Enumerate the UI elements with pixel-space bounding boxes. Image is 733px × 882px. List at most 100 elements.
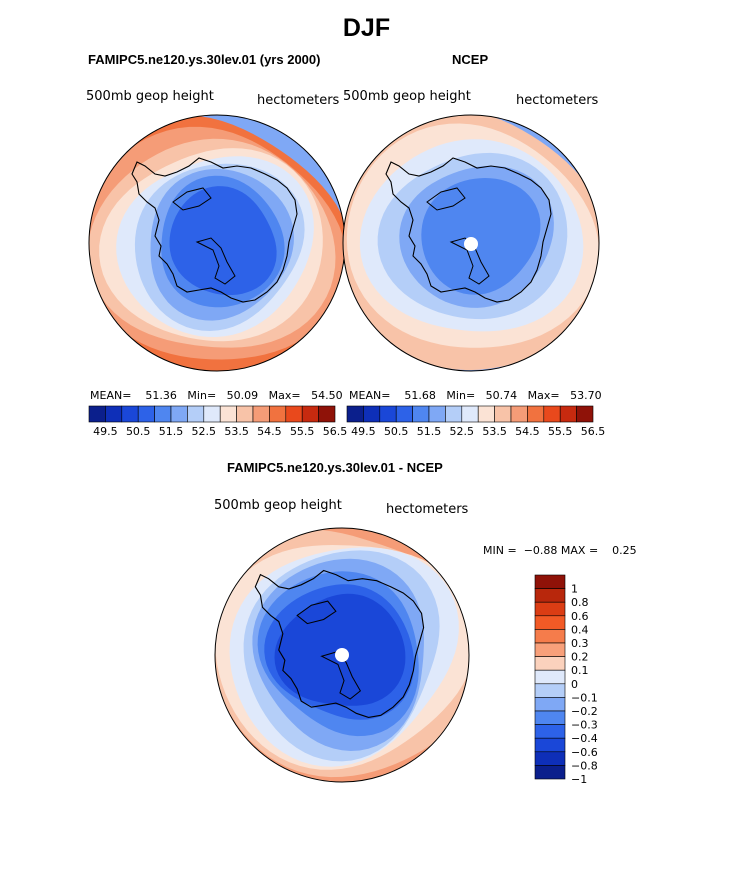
cbar2-box bbox=[379, 405, 397, 423]
cbar3-tick-label: −0.1 bbox=[571, 691, 598, 704]
cbar3-box bbox=[534, 601, 566, 617]
cbar2-box bbox=[346, 405, 364, 423]
cbar3-box bbox=[534, 765, 566, 780]
cbar3-tick-label: −0.2 bbox=[571, 705, 598, 718]
panel3-title: FAMIPC5.ne120.ys.30lev.01 - NCEP bbox=[227, 460, 443, 475]
cbar2-box bbox=[559, 405, 577, 423]
cbar3-tick-label: −0.6 bbox=[571, 746, 598, 759]
panel1-title: FAMIPC5.ne120.ys.30lev.01 (yrs 2000) bbox=[88, 52, 321, 67]
cbar2-tick-label: 52.5 bbox=[450, 425, 475, 438]
panel1-max-label: Max= bbox=[268, 389, 301, 402]
cbar3-box bbox=[534, 656, 566, 671]
cbar3-tick-label: −0.4 bbox=[571, 732, 598, 745]
cbar1-box bbox=[203, 405, 221, 423]
cbar2-tick-label: 53.5 bbox=[482, 425, 507, 438]
panel1-units-label: hectometers bbox=[257, 93, 340, 108]
panel1-min-value: 50.09 bbox=[226, 389, 259, 402]
cbar2-tick-label: 55.5 bbox=[548, 425, 573, 438]
cbar2-tick-label: 51.5 bbox=[417, 425, 442, 438]
cbar3-tick-label: −0.8 bbox=[571, 759, 598, 772]
map2-contour-band bbox=[421, 178, 541, 295]
map3-border bbox=[214, 527, 470, 783]
cbar2-box bbox=[576, 405, 594, 423]
cbar3-box bbox=[534, 642, 566, 657]
colorbar-ncep: 49.5 50.5 51.5 52.5 53.5 54.5 55.5 56.5 bbox=[346, 405, 605, 438]
panel2-field-label: 500mb geop height bbox=[343, 89, 471, 104]
cbar3-box bbox=[534, 615, 566, 630]
panel3-max-value: 0.25 bbox=[612, 544, 637, 557]
cbar3-box bbox=[534, 724, 566, 739]
cbar2-tick-label: 49.5 bbox=[351, 425, 376, 438]
cbar1-box bbox=[187, 405, 205, 423]
colorbar-model: 49.5 50.5 51.5 52.5 53.5 54.5 55.5 56.5 bbox=[88, 405, 348, 438]
panel1-stats: MEAN= 51.36 Min= 50.09 Max= 54.50 bbox=[90, 389, 343, 402]
cbar3-tick-label: 0.4 bbox=[571, 623, 589, 636]
map3-pole-missing-data bbox=[335, 648, 349, 662]
panel2-mean-label: MEAN= bbox=[349, 389, 391, 402]
cbar1-tick-label: 55.5 bbox=[290, 425, 315, 438]
panel2-max-label: Max= bbox=[527, 389, 560, 402]
cbar3-tick-label: 0 bbox=[571, 678, 578, 691]
map2-border bbox=[342, 114, 600, 372]
cbar2-box bbox=[494, 405, 512, 423]
panel3-min-label: MIN = bbox=[483, 544, 517, 557]
cbar3-box bbox=[534, 710, 566, 725]
cbar3-tick-label: −1 bbox=[571, 773, 587, 786]
cbar3-box bbox=[534, 683, 566, 698]
panel1-field-label: 500mb geop height bbox=[86, 89, 214, 104]
panel3-max-label: MAX = bbox=[560, 544, 599, 557]
panel2-min-label: Min= bbox=[446, 389, 476, 402]
cbar1-tick-label: 56.5 bbox=[323, 425, 348, 438]
cbar3-box bbox=[534, 629, 566, 644]
cbar3-box bbox=[534, 669, 566, 685]
cbar2-box bbox=[461, 405, 479, 423]
main-title: DJF bbox=[342, 14, 391, 42]
cbar3-tick-label: 0.2 bbox=[571, 651, 589, 664]
cbar2-box bbox=[428, 405, 446, 423]
cbar1-tick-label: 49.5 bbox=[93, 425, 118, 438]
map-ncep bbox=[342, 114, 600, 372]
panel1-mean-value: 51.36 bbox=[145, 389, 177, 402]
cbar3-tick-label: 1 bbox=[571, 583, 578, 596]
cbar3-box bbox=[534, 574, 566, 589]
cbar3-tick-label: 0.1 bbox=[571, 664, 589, 677]
cbar1-box bbox=[236, 405, 254, 423]
cbar2-box bbox=[527, 405, 545, 423]
cbar1-box bbox=[285, 405, 303, 423]
cbar3-box bbox=[534, 751, 566, 766]
cbar2-tick-label: 50.5 bbox=[384, 425, 409, 438]
cbar1-box bbox=[252, 405, 270, 423]
cbar2-box bbox=[363, 405, 381, 423]
cbar2-box bbox=[395, 405, 413, 423]
cbar3-box bbox=[534, 737, 566, 753]
panel1-max-value: 54.50 bbox=[311, 389, 343, 402]
map-difference bbox=[214, 527, 470, 783]
panel2-title: NCEP bbox=[452, 52, 489, 67]
panel3-stats: MIN = −0.88 MAX = 0.25 bbox=[483, 544, 637, 557]
cbar1-box bbox=[269, 405, 287, 423]
panel3-field-label: 500mb geop height bbox=[214, 498, 342, 513]
cbar2-box bbox=[412, 405, 430, 423]
map-model bbox=[88, 114, 346, 372]
cbar1-box bbox=[170, 405, 188, 423]
cbar1-box bbox=[105, 405, 123, 423]
panel2-min-value: 50.74 bbox=[485, 389, 518, 402]
cbar3-tick-label: 0.6 bbox=[571, 610, 589, 623]
cbar3-tick-label: 0.3 bbox=[571, 637, 589, 650]
cbar1-tick-label: 51.5 bbox=[159, 425, 184, 438]
cbar2-tick-label: 54.5 bbox=[515, 425, 540, 438]
cbar1-box bbox=[137, 405, 155, 423]
cbar2-box bbox=[477, 405, 495, 423]
cbar1-box bbox=[219, 405, 237, 423]
map2-pole-missing-data bbox=[464, 237, 478, 251]
panel1-mean-label: MEAN= bbox=[90, 389, 132, 402]
cbar2-box bbox=[543, 405, 561, 423]
cbar1-box bbox=[318, 405, 336, 423]
cbar1-tick-label: 53.5 bbox=[224, 425, 249, 438]
cbar2-box bbox=[445, 405, 463, 423]
panel3-min-value: −0.88 bbox=[523, 544, 558, 557]
cbar1-tick-label: 52.5 bbox=[192, 425, 217, 438]
panel2-max-value: 53.70 bbox=[570, 389, 602, 402]
colorbar-difference: 10.80.60.40.30.20.10−0.1−0.2−0.3−0.4−0.6… bbox=[534, 574, 598, 786]
cbar3-box bbox=[534, 697, 566, 712]
